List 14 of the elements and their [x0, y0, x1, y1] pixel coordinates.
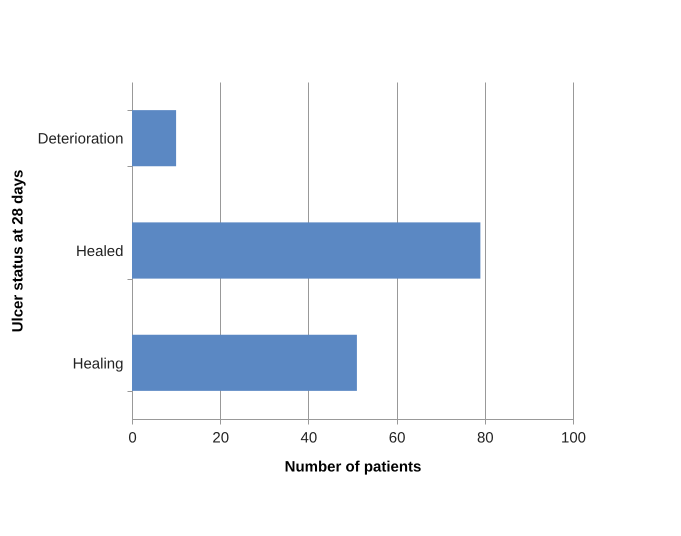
x-tick-label: 80	[476, 430, 494, 446]
y-tick-label: Healing	[72, 355, 124, 372]
y-axis-title: Ulcer status at 28 days	[10, 170, 27, 332]
x-tick-label: 20	[212, 430, 230, 446]
x-axis-title: Number of patients	[284, 458, 422, 476]
bar	[132, 110, 176, 166]
x-tick-label: 0	[128, 430, 137, 446]
x-tick-label: 60	[388, 430, 406, 446]
x-tick-label: 100	[560, 430, 586, 446]
x-tick-label: 40	[300, 430, 318, 446]
y-tick-label: Healed	[76, 243, 124, 260]
bar	[132, 222, 480, 279]
y-tick-label: Deterioration	[38, 130, 124, 148]
bar	[132, 334, 357, 391]
